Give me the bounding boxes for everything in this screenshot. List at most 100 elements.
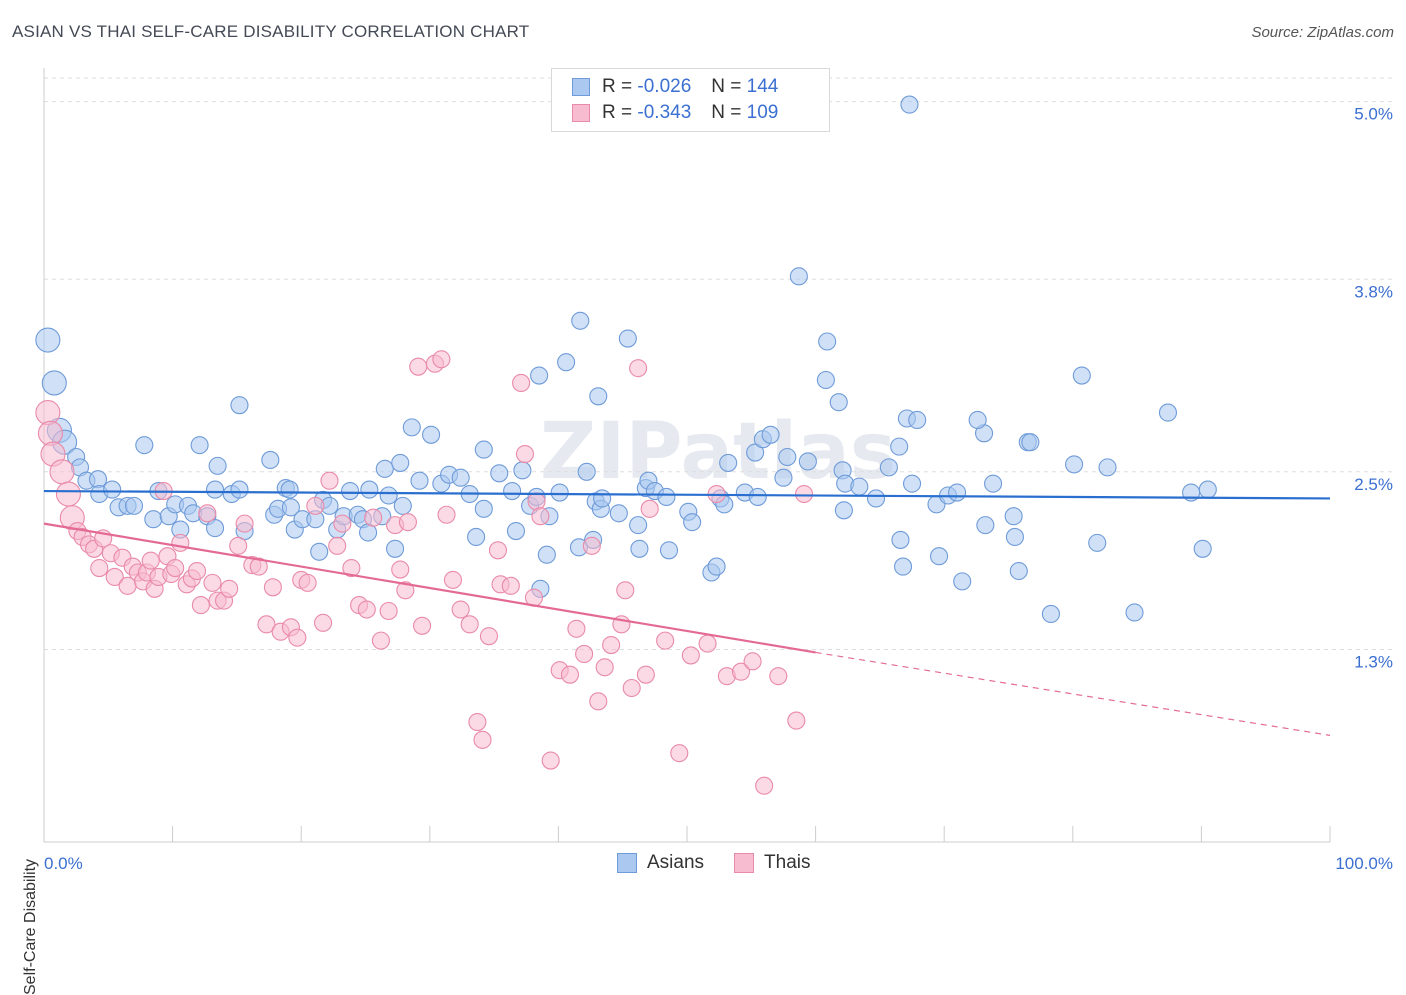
- asian-point: [1041, 604, 1060, 624]
- asian-point: [1098, 458, 1117, 477]
- thai-point: [479, 627, 499, 646]
- thai-point: [396, 581, 415, 600]
- asian-point: [281, 498, 300, 517]
- thai-point: [257, 615, 276, 634]
- series-legend: Asians Thais: [617, 852, 841, 874]
- asian-point: [422, 425, 441, 444]
- asian-point: [834, 501, 853, 520]
- thai-point: [670, 744, 689, 763]
- asian-point: [818, 332, 837, 351]
- asian-point: [577, 462, 596, 481]
- thai-point: [595, 658, 614, 677]
- thai-point: [333, 514, 352, 533]
- asian-point: [205, 519, 225, 538]
- legend-label-asians: Asians: [647, 852, 705, 873]
- asian-point: [1004, 507, 1023, 526]
- thai-point: [364, 508, 383, 527]
- thais-trend-line: [43, 522, 816, 654]
- asian-point: [391, 453, 410, 472]
- asian-point: [280, 480, 299, 499]
- asian-point: [953, 572, 972, 591]
- thai-point: [413, 616, 432, 635]
- thai-point: [616, 581, 635, 600]
- asian-point: [467, 527, 486, 547]
- y-tick-label: 3.8%: [1354, 282, 1393, 301]
- thai-point: [515, 444, 535, 464]
- thai-point: [357, 600, 376, 619]
- thai-point: [541, 751, 560, 770]
- asian-point: [360, 480, 379, 499]
- thai-point: [187, 561, 207, 581]
- y-tick-label: 1.3%: [1354, 653, 1393, 672]
- thai-point: [391, 560, 410, 579]
- asian-point: [1009, 561, 1028, 581]
- thai-point: [398, 513, 417, 532]
- thai-point: [314, 613, 333, 632]
- legend-label-thais: Thais: [764, 852, 811, 873]
- asian-point: [261, 450, 280, 470]
- asian-point: [474, 499, 493, 518]
- thai-point: [681, 646, 700, 665]
- thai-point: [49, 459, 75, 485]
- legend-item-asians[interactable]: Asians: [617, 852, 704, 874]
- asian-point: [375, 459, 394, 478]
- asian-point: [1072, 366, 1091, 385]
- asian-point: [778, 447, 797, 467]
- asian-point: [816, 370, 835, 390]
- thai-point: [198, 504, 217, 523]
- thai-point: [451, 600, 470, 619]
- asian-point: [984, 474, 1003, 493]
- asians-legend-swatch: [617, 853, 637, 873]
- asian-point: [948, 483, 967, 502]
- asian-point: [593, 489, 612, 508]
- thai-point: [602, 636, 621, 655]
- stats-legend: R = -0.026 N = 144 R = -0.343 N = 109: [551, 68, 830, 132]
- asian-point: [930, 547, 949, 566]
- stats-legend-row-asians: R = -0.026 N = 144: [572, 75, 778, 99]
- asian-point: [589, 387, 608, 406]
- x-tick-label: 100.0%: [1335, 854, 1393, 873]
- thai-point: [141, 551, 160, 570]
- thai-point: [743, 652, 762, 671]
- asian-point: [1065, 455, 1084, 474]
- asian-point: [900, 95, 919, 114]
- legend-item-thais[interactable]: Thais: [734, 852, 811, 874]
- thai-point: [171, 533, 190, 552]
- thai-point: [468, 713, 487, 732]
- thai-point: [220, 579, 239, 598]
- asian-point: [1005, 527, 1024, 547]
- thais-swatch: [572, 104, 590, 122]
- thai-point: [328, 536, 347, 555]
- asian-point: [890, 437, 909, 456]
- asian-point: [789, 267, 808, 286]
- thai-point: [105, 567, 124, 586]
- asian-point: [386, 539, 405, 558]
- y-tick-label: 2.5%: [1354, 475, 1393, 494]
- asian-point: [103, 480, 122, 499]
- thai-point: [731, 662, 751, 681]
- asian-point: [746, 443, 765, 462]
- asian-point: [503, 482, 522, 501]
- asian-point: [719, 453, 738, 472]
- thai-point: [656, 631, 675, 650]
- asian-point: [1158, 403, 1178, 422]
- thai-point: [512, 373, 531, 393]
- thai-point: [35, 400, 61, 426]
- thai-point: [55, 481, 81, 507]
- thai-point: [755, 776, 774, 795]
- asian-point: [902, 474, 922, 493]
- thai-point: [306, 496, 325, 515]
- asian-point: [550, 483, 569, 502]
- asian-point: [557, 353, 576, 372]
- asian-point: [609, 504, 628, 523]
- asian-point: [190, 436, 209, 455]
- asian-point: [1198, 480, 1217, 499]
- thai-point: [560, 665, 580, 684]
- asian-point: [135, 436, 154, 455]
- asian-point: [310, 542, 329, 561]
- thai-point: [432, 350, 451, 369]
- thai-point: [298, 573, 317, 592]
- asian-point: [124, 496, 144, 515]
- thai-point: [342, 559, 361, 578]
